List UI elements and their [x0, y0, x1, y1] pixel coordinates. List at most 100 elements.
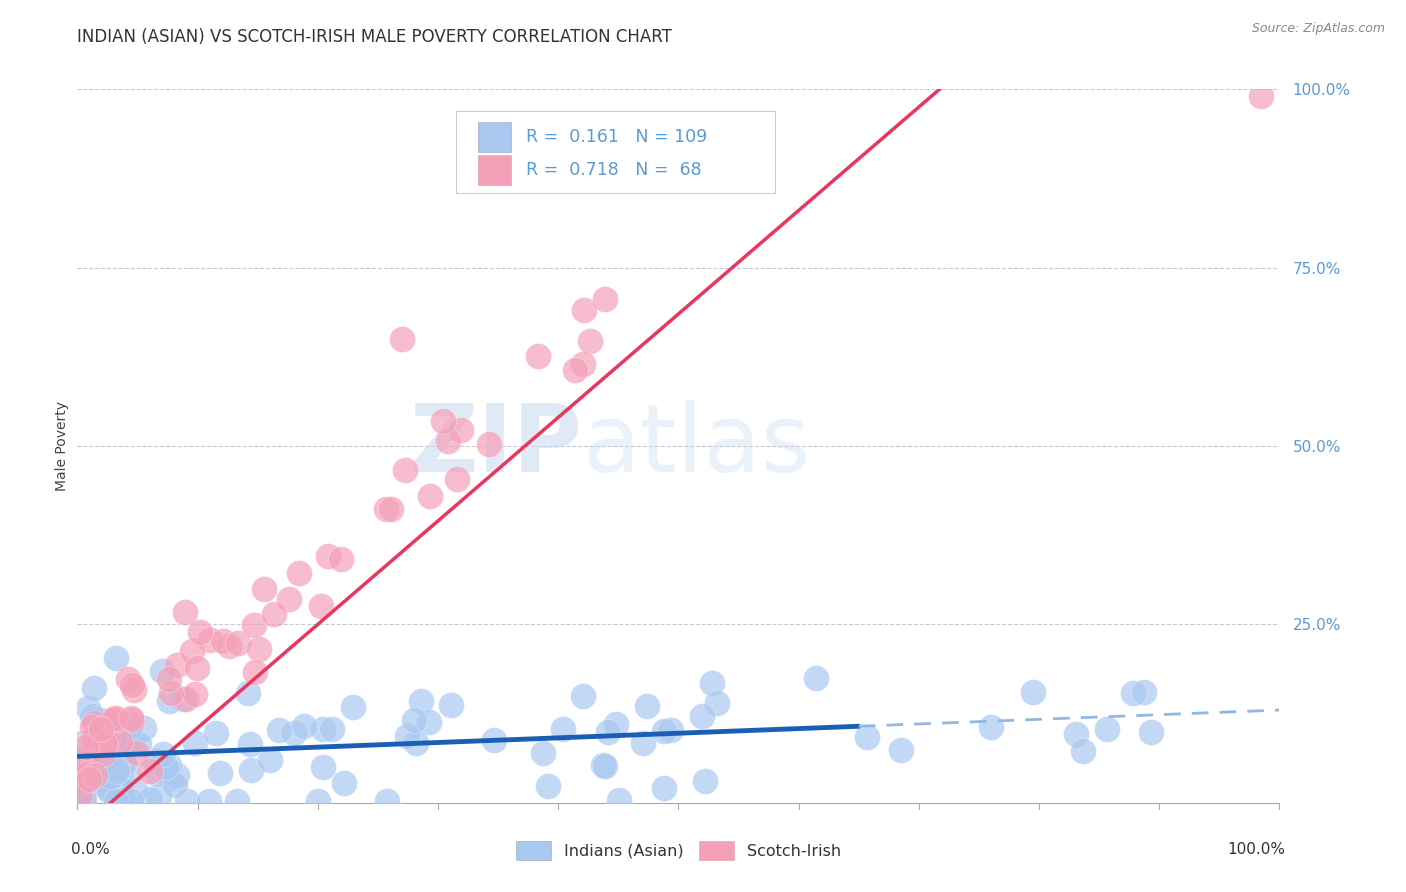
Point	[1073, 744, 1095, 758]
Point	[139, 792, 162, 806]
Point	[855, 731, 877, 745]
Point	[110, 781, 132, 796]
Text: 0.0%: 0.0%	[72, 842, 110, 857]
Point	[239, 763, 262, 777]
Point	[77, 768, 100, 782]
Point	[418, 715, 440, 730]
Point	[76, 700, 98, 714]
Point	[100, 770, 122, 784]
Point	[176, 691, 198, 706]
Point	[80, 720, 103, 734]
Point	[72, 789, 94, 803]
Point	[110, 734, 132, 748]
Point	[593, 758, 616, 772]
Point	[636, 699, 658, 714]
Point	[312, 723, 335, 737]
Point	[104, 651, 127, 665]
Point	[316, 549, 339, 563]
Point	[89, 761, 111, 775]
Point	[70, 736, 93, 750]
Point	[181, 644, 204, 658]
Point	[72, 791, 94, 805]
Point	[90, 722, 112, 736]
Point	[82, 731, 104, 745]
Point	[572, 302, 595, 317]
Point	[69, 789, 91, 803]
Point	[1250, 89, 1272, 103]
Point	[122, 734, 145, 748]
Point	[107, 764, 129, 778]
Point	[143, 754, 166, 768]
Point	[592, 758, 614, 772]
Point	[104, 794, 127, 808]
Point	[278, 591, 301, 606]
Point	[564, 363, 586, 377]
Point	[112, 756, 135, 770]
Point	[450, 423, 472, 437]
Point	[166, 658, 188, 673]
Point	[83, 715, 105, 730]
Text: Source: ZipAtlas.com: Source: ZipAtlas.com	[1251, 22, 1385, 36]
Point	[1122, 686, 1144, 700]
Point	[292, 719, 315, 733]
Point	[157, 758, 180, 772]
Point	[188, 625, 211, 640]
FancyBboxPatch shape	[478, 122, 512, 152]
Point	[391, 332, 413, 346]
Point	[117, 764, 139, 779]
Point	[205, 725, 228, 739]
Point	[537, 779, 560, 793]
Point	[593, 292, 616, 306]
Point	[605, 717, 627, 731]
Point	[330, 552, 353, 566]
Point	[375, 502, 398, 516]
Point	[172, 691, 194, 706]
Point	[111, 755, 134, 769]
Point	[253, 582, 276, 596]
Text: atlas: atlas	[582, 400, 810, 492]
Point	[157, 694, 180, 708]
Point	[245, 665, 267, 679]
Point	[97, 782, 120, 797]
Point	[333, 775, 356, 789]
Point	[120, 718, 142, 732]
Point	[98, 715, 121, 730]
Point	[159, 771, 181, 785]
Point	[115, 739, 138, 754]
Point	[75, 739, 97, 754]
Point	[150, 665, 173, 679]
Point	[73, 794, 96, 808]
Point	[1022, 684, 1045, 698]
Point	[101, 731, 124, 746]
Point	[690, 708, 713, 723]
Point	[105, 712, 128, 726]
Point	[1064, 727, 1087, 741]
Point	[83, 681, 105, 695]
Text: ZIP: ZIP	[409, 400, 582, 492]
Text: 100.0%: 100.0%	[1227, 842, 1285, 857]
Point	[652, 780, 675, 795]
Y-axis label: Male Poverty: Male Poverty	[55, 401, 69, 491]
Point	[117, 672, 139, 686]
Point	[121, 677, 143, 691]
Point	[238, 686, 260, 700]
Point	[432, 414, 454, 428]
Point	[700, 676, 723, 690]
Point	[120, 717, 142, 731]
Point	[226, 794, 249, 808]
Point	[419, 489, 441, 503]
Point	[440, 698, 463, 712]
Point	[572, 689, 595, 703]
Point	[79, 772, 101, 786]
Legend: Indians (Asian), Scotch-Irish: Indians (Asian), Scotch-Irish	[509, 835, 848, 866]
Point	[82, 743, 104, 757]
Point	[652, 724, 675, 739]
Point	[706, 696, 728, 710]
Text: R =  0.161   N = 109: R = 0.161 N = 109	[526, 128, 707, 146]
Point	[307, 794, 329, 808]
Point	[120, 711, 142, 725]
FancyBboxPatch shape	[478, 154, 512, 185]
Point	[184, 687, 207, 701]
Point	[478, 437, 501, 451]
Point	[1139, 725, 1161, 739]
